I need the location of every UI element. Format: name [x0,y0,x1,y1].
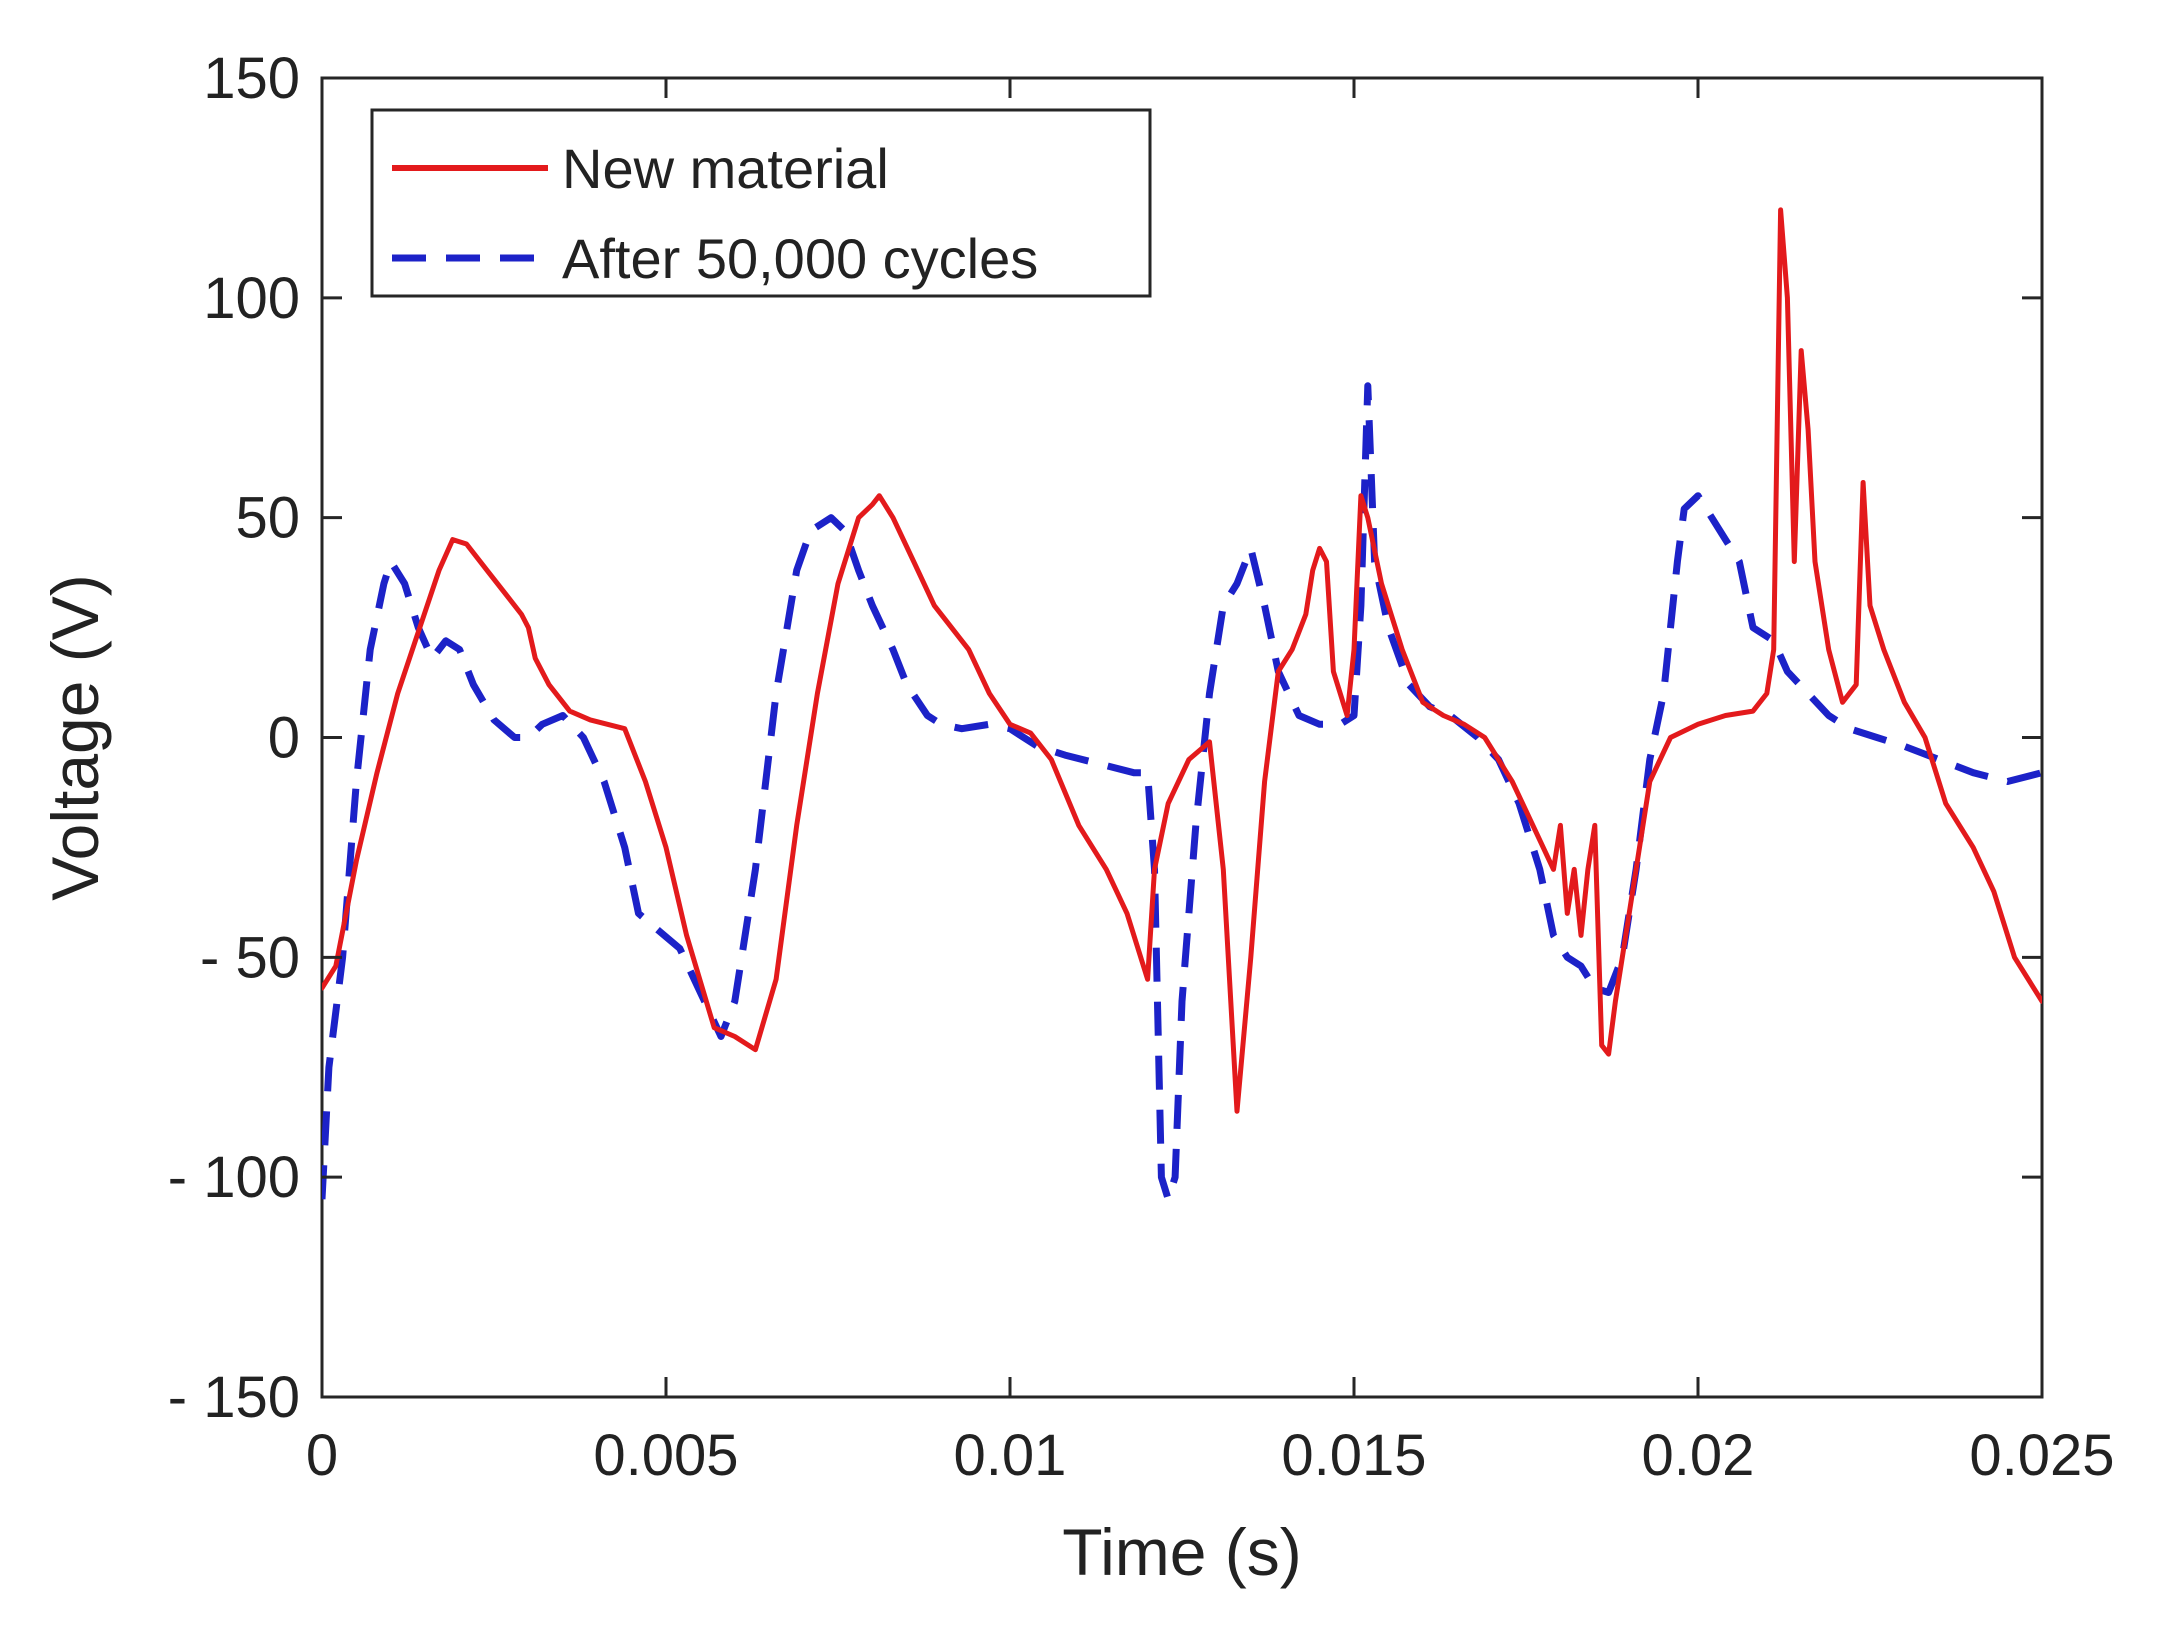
legend-box [370,108,1152,298]
legend-label-new-material: New material [562,137,889,200]
x-tick-label: 0.015 [1281,1423,1426,1488]
legend-label-after-50000-cycles: After 50,000 cycles [562,227,1038,290]
x-tick-label: 0.025 [1969,1423,2114,1488]
y-tick-label: 0 [268,706,300,771]
series-line-after-50000-cycles [322,382,2042,1203]
y-tick-label: 100 [203,266,300,331]
y-tick-label: - 150 [168,1365,300,1430]
x-tick-labels: 0 0.005 0.01 0.015 0.02 0.025 [306,1423,2115,1488]
series-layer [322,207,2042,1203]
y-tick-label: 150 [203,46,300,111]
y-tick-label: - 50 [200,925,300,990]
x-tick-label: 0.02 [1642,1423,1755,1488]
legend: New material After 50,000 cycles [370,108,1152,298]
series-line-new-material [322,207,2042,1114]
x-tick-label: 0.01 [954,1423,1067,1488]
y-axis-title: Voltage (V) [38,574,112,901]
ticks-layer [320,76,2044,1399]
y-tick-labels: - 150 - 100 - 50 0 50 100 150 [168,46,300,1430]
x-axis-title: Time (s) [1062,1515,1302,1589]
x-tick-label: 0.005 [593,1423,738,1488]
x-tick-label: 0 [306,1423,338,1488]
y-tick-label: - 100 [168,1145,300,1210]
y-tick-label: 50 [235,486,300,551]
plot-area [320,76,2044,1399]
